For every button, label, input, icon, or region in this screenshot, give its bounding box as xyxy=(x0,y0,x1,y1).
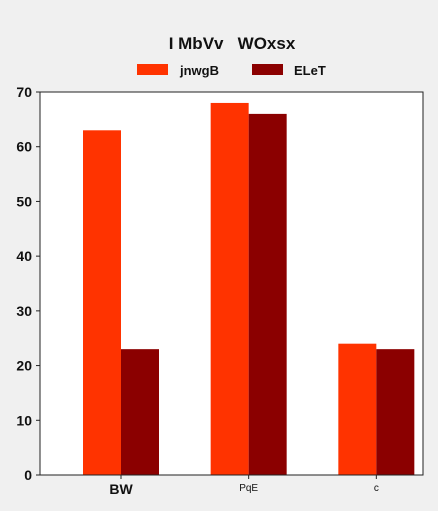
chart-title: I MbVv WOxsx xyxy=(169,34,296,53)
y-tick-label: 70 xyxy=(16,84,32,100)
y-tick-label: 50 xyxy=(16,193,32,209)
bars-group xyxy=(83,102,415,476)
legend-label-series-1: ELeT xyxy=(294,63,326,78)
bar-series-1-PqE xyxy=(248,113,287,475)
x-axis: BW PqE c xyxy=(109,475,379,497)
y-tick-label: 30 xyxy=(16,303,32,319)
bar-series-0-BW xyxy=(83,130,121,476)
bar-series-0-PqE xyxy=(210,102,249,475)
y-tick-label: 0 xyxy=(24,467,32,483)
y-tick-label: 20 xyxy=(16,358,32,374)
y-tick-label: 40 xyxy=(16,248,32,264)
bar-series-1-BW xyxy=(121,349,159,475)
legend-swatch-series-1 xyxy=(252,64,283,75)
legend: jnwgB ELeT xyxy=(137,63,326,78)
y-tick-label: 60 xyxy=(16,139,32,155)
legend-swatch-series-0 xyxy=(137,64,168,75)
legend-label-series-0: jnwgB xyxy=(179,63,219,78)
y-axis: 0 10 20 30 40 50 60 70 xyxy=(16,84,40,483)
y-tick-label: 10 xyxy=(16,412,32,428)
bar-series-1-c xyxy=(376,349,415,475)
x-tick-label: BW xyxy=(109,481,133,497)
x-tick-label: PqE xyxy=(239,483,258,494)
plot-frame xyxy=(39,91,424,476)
x-tick-label: c xyxy=(374,483,379,494)
bar-series-0-c xyxy=(338,343,377,475)
